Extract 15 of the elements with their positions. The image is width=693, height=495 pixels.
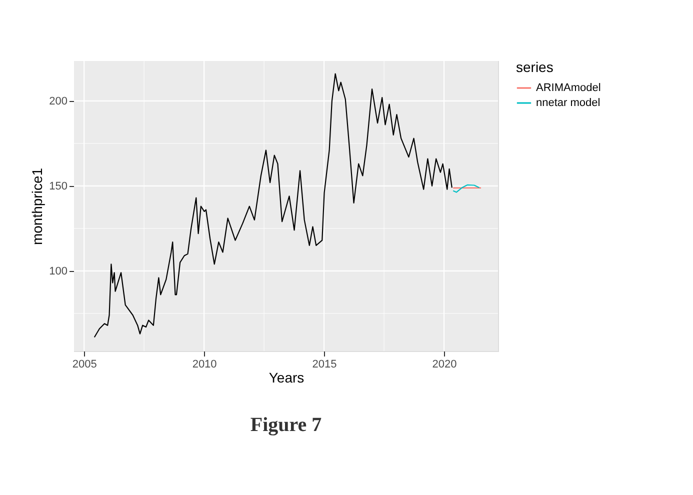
line-series: [452, 184, 480, 193]
y-axis-title: monthprice1: [29, 168, 46, 246]
y-tick-label: 150: [49, 180, 68, 192]
x-tick-label: 2020: [432, 358, 457, 370]
legend-label: ARIMAmodel: [536, 82, 601, 94]
x-axis-title: Years: [268, 370, 304, 386]
x-tick-label: 2010: [192, 358, 217, 370]
x-tick-label: 2015: [312, 358, 337, 370]
caption: Figure 7: [250, 414, 322, 436]
y-tick-label: 200: [49, 95, 68, 108]
x-tick-label: 2005: [72, 358, 97, 370]
line-series: [94, 73, 452, 338]
legend-label: nnetar model: [536, 97, 600, 109]
legend-title: series: [516, 59, 554, 75]
y-tick-label: 100: [49, 265, 68, 278]
